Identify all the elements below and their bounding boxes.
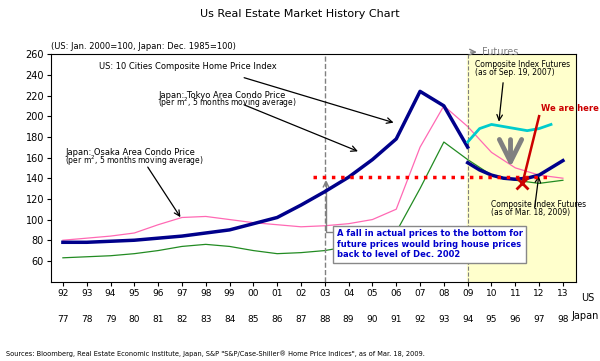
Text: We are here: We are here xyxy=(541,104,599,113)
Bar xyxy=(467,54,576,282)
Text: Japan: Tokyo Area Condo Price: Japan: Tokyo Area Condo Price xyxy=(158,91,286,100)
Text: (per m$^2$, 5 months moving average): (per m$^2$, 5 months moving average) xyxy=(65,153,204,168)
Text: Composite Index Futures: Composite Index Futures xyxy=(491,200,587,209)
Text: A fall in actual prices to the bottom for
future prices would bring house prices: A fall in actual prices to the bottom fo… xyxy=(337,230,523,259)
Text: (as of Mar. 18, 2009): (as of Mar. 18, 2009) xyxy=(491,208,571,217)
Text: (as of Sep. 19, 2007): (as of Sep. 19, 2007) xyxy=(475,68,554,77)
Text: Us Real Estate Market History Chart: Us Real Estate Market History Chart xyxy=(200,9,400,19)
Text: Composite Index Futures: Composite Index Futures xyxy=(475,60,570,69)
Text: US: 10 Cities Composite Home Price Index: US: 10 Cities Composite Home Price Index xyxy=(98,62,277,71)
Text: Sources: Bloomberg, Real Estate Economic Institute, Japan, S&P "S&P/Case-Shiller: Sources: Bloomberg, Real Estate Economic… xyxy=(6,351,425,357)
Text: Japan: Osaka Area Condo Price: Japan: Osaka Area Condo Price xyxy=(65,148,195,157)
Text: (per m$^2$, 5 months moving average): (per m$^2$, 5 months moving average) xyxy=(158,95,297,110)
Text: (US: Jan. 2000=100, Japan: Dec. 1985=100): (US: Jan. 2000=100, Japan: Dec. 1985=100… xyxy=(51,42,236,51)
Text: US: US xyxy=(581,293,594,303)
Text: Japan: Japan xyxy=(572,311,599,321)
Text: Futures: Futures xyxy=(482,47,518,57)
